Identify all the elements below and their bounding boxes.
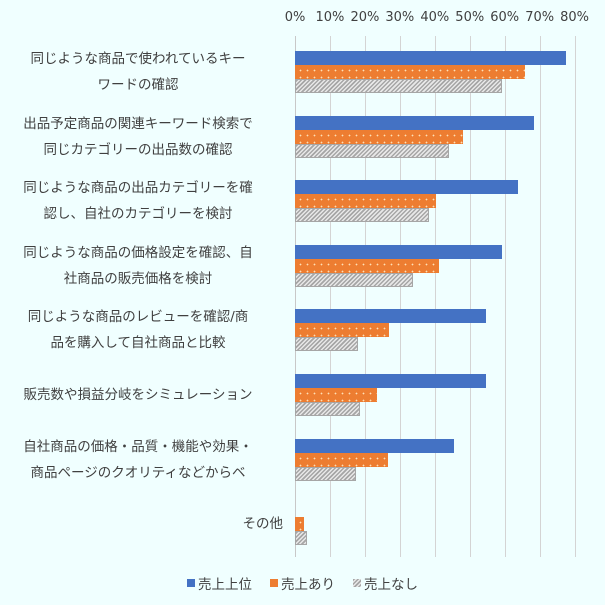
gridline bbox=[365, 36, 366, 557]
bar-with-sales bbox=[295, 517, 305, 532]
gridline bbox=[575, 36, 576, 557]
bar-no-sales bbox=[295, 79, 502, 93]
legend-swatch-orange bbox=[270, 579, 278, 587]
category-label: 同じような商品の価格設定を確認、自 社商品の販売価格を検討 bbox=[23, 244, 253, 287]
x-tick-label: 20% bbox=[350, 10, 380, 25]
bar-top-sales bbox=[295, 374, 487, 388]
x-tick-label: 80% bbox=[560, 10, 590, 25]
y-axis-line bbox=[295, 36, 296, 557]
category-label: 同じような商品で使われているキー ワードの確認 bbox=[30, 51, 246, 93]
category-label: 同じような商品のレビューを確認/商 品を購入して自社商品と比較 bbox=[27, 309, 249, 352]
bar-no-sales bbox=[295, 402, 360, 416]
bar-top-sales bbox=[295, 51, 567, 65]
gridline bbox=[435, 36, 436, 557]
category-label: 自社商品の価格・品質・機能や効果・ 商品ページのクオリティなどからベ bbox=[23, 438, 253, 481]
x-tick-label: 50% bbox=[455, 10, 485, 25]
legend: 売上上位 売上あり 売上なし bbox=[0, 573, 605, 593]
bar-top-sales bbox=[295, 244, 503, 259]
gridline bbox=[400, 36, 401, 557]
x-tick-label: 40% bbox=[420, 10, 450, 25]
x-tick-label: 60% bbox=[490, 10, 520, 25]
bar-no-sales bbox=[295, 272, 414, 287]
legend-label: 売上なし bbox=[364, 577, 418, 593]
gridline bbox=[470, 36, 471, 557]
gridline bbox=[505, 36, 506, 557]
legend-swatch-gray-hatch bbox=[353, 579, 361, 587]
gridline bbox=[330, 36, 331, 557]
bar-with-sales bbox=[295, 258, 440, 273]
bar-no-sales bbox=[295, 337, 358, 352]
x-tick-label: 70% bbox=[525, 10, 555, 25]
legend-item-with-sales: 売上あり bbox=[270, 573, 335, 593]
bar-top-sales bbox=[295, 438, 455, 453]
legend-swatch-blue bbox=[187, 579, 195, 587]
x-tick-label: 30% bbox=[385, 10, 415, 25]
legend-item-top-sales: 売上上位 bbox=[187, 573, 252, 593]
x-tick-label: 10% bbox=[315, 10, 345, 25]
category-label: 同じような商品の出品カテゴリーを確 認し、自社のカテゴリーを検討 bbox=[23, 180, 253, 223]
category-label: 販売数や損益分岐をシミュレーション bbox=[23, 387, 253, 403]
legend-label: 売上あり bbox=[281, 577, 335, 593]
bar-top-sales bbox=[295, 180, 519, 195]
bar-top-sales bbox=[295, 309, 487, 324]
bar-no-sales bbox=[295, 208, 429, 223]
bar-with-sales bbox=[295, 452, 389, 467]
bar-top-sales bbox=[295, 115, 535, 130]
bar-with-sales bbox=[295, 388, 378, 402]
bar-no-sales bbox=[295, 531, 307, 546]
bar-with-sales bbox=[295, 194, 437, 209]
bar-no-sales bbox=[295, 466, 356, 481]
bar-with-sales bbox=[295, 129, 464, 144]
bar-with-sales bbox=[295, 65, 526, 79]
category-label: 出品予定商品の関連キーワード検索で 同じカテゴリーの出品数の確認 bbox=[23, 115, 253, 158]
bar-no-sales bbox=[295, 143, 449, 158]
gridline bbox=[540, 36, 541, 557]
legend-label: 売上上位 bbox=[198, 577, 252, 593]
bar-with-sales bbox=[295, 323, 390, 338]
legend-item-no-sales: 売上なし bbox=[353, 573, 418, 593]
x-tick-label: 0% bbox=[284, 10, 306, 25]
category-label: その他 bbox=[242, 516, 284, 533]
